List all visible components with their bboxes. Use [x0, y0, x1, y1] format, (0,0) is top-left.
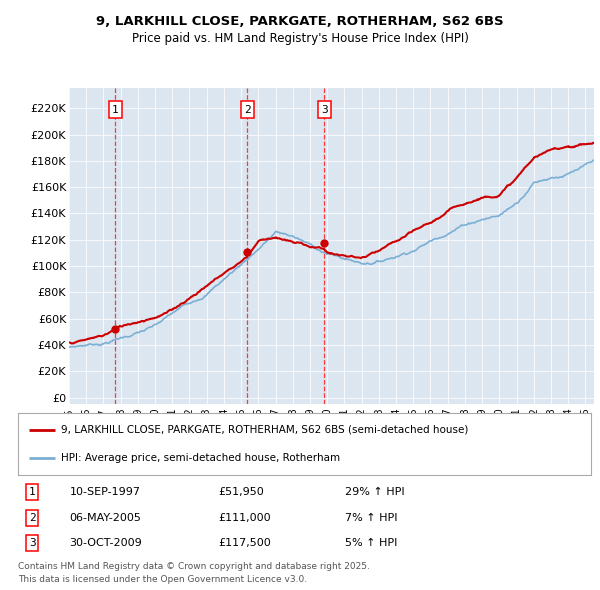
Text: 5% ↑ HPI: 5% ↑ HPI — [344, 538, 397, 548]
Text: 06-MAY-2005: 06-MAY-2005 — [70, 513, 142, 523]
Text: £117,500: £117,500 — [218, 538, 271, 548]
Text: 30-OCT-2009: 30-OCT-2009 — [70, 538, 142, 548]
Text: 9, LARKHILL CLOSE, PARKGATE, ROTHERHAM, S62 6BS (semi-detached house): 9, LARKHILL CLOSE, PARKGATE, ROTHERHAM, … — [61, 425, 469, 435]
Text: This data is licensed under the Open Government Licence v3.0.: This data is licensed under the Open Gov… — [18, 575, 307, 584]
Text: 3: 3 — [29, 538, 36, 548]
Text: 2: 2 — [29, 513, 36, 523]
Text: 29% ↑ HPI: 29% ↑ HPI — [344, 487, 404, 497]
Text: HPI: Average price, semi-detached house, Rotherham: HPI: Average price, semi-detached house,… — [61, 453, 340, 463]
Text: £51,950: £51,950 — [218, 487, 264, 497]
Text: 10-SEP-1997: 10-SEP-1997 — [70, 487, 140, 497]
Text: 3: 3 — [321, 104, 328, 114]
Text: Price paid vs. HM Land Registry's House Price Index (HPI): Price paid vs. HM Land Registry's House … — [131, 32, 469, 45]
Text: 1: 1 — [112, 104, 119, 114]
Text: Contains HM Land Registry data © Crown copyright and database right 2025.: Contains HM Land Registry data © Crown c… — [18, 562, 370, 571]
Text: £111,000: £111,000 — [218, 513, 271, 523]
Text: 9, LARKHILL CLOSE, PARKGATE, ROTHERHAM, S62 6BS: 9, LARKHILL CLOSE, PARKGATE, ROTHERHAM, … — [96, 15, 504, 28]
Text: 2: 2 — [244, 104, 251, 114]
Text: 1: 1 — [29, 487, 36, 497]
Text: 7% ↑ HPI: 7% ↑ HPI — [344, 513, 397, 523]
